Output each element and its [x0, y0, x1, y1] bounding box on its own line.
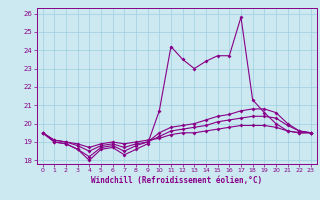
X-axis label: Windchill (Refroidissement éolien,°C): Windchill (Refroidissement éolien,°C) — [91, 176, 262, 185]
